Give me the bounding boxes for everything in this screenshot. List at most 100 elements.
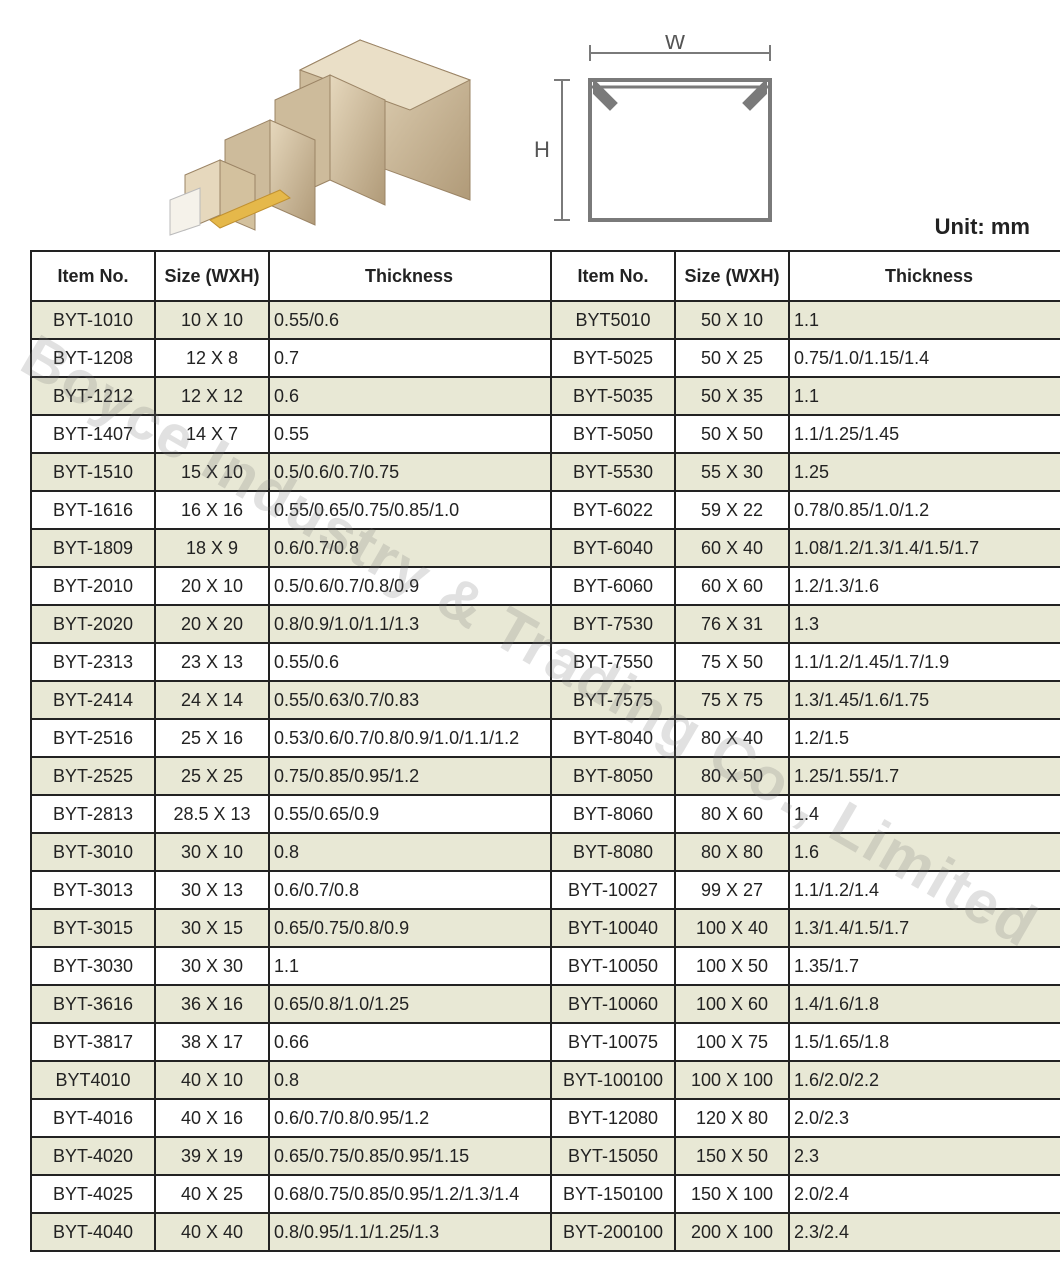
cell-thickness: 0.75/1.0/1.15/1.4: [789, 339, 1060, 377]
cell-size: 59 X 22: [675, 491, 789, 529]
cell-item: BYT-1809: [31, 529, 155, 567]
cell-size: 200 X 100: [675, 1213, 789, 1251]
cell-item: BYT-1510: [31, 453, 155, 491]
cell-size: 30 X 30: [155, 947, 269, 985]
cell-item: BYT-3010: [31, 833, 155, 871]
cell-item: BYT-6040: [551, 529, 675, 567]
table-row: BYT-241424 X 140.55/0.63/0.7/0.83BYT-757…: [31, 681, 1060, 719]
col-header-thick-2: Thickness: [789, 251, 1060, 301]
cell-size: 36 X 16: [155, 985, 269, 1023]
cell-size: 30 X 10: [155, 833, 269, 871]
cell-item: BYT-12080: [551, 1099, 675, 1137]
cell-size: 15 X 10: [155, 453, 269, 491]
cell-size: 80 X 80: [675, 833, 789, 871]
cell-item: BYT-10040: [551, 909, 675, 947]
spec-table: Item No. Size (WXH) Thickness Item No. S…: [30, 250, 1060, 1252]
cell-thickness: 1.3/1.45/1.6/1.75: [789, 681, 1060, 719]
table-row: BYT-301530 X 150.65/0.75/0.8/0.9BYT-1004…: [31, 909, 1060, 947]
cell-item: BYT-5035: [551, 377, 675, 415]
table-row: BYT-402039 X 190.65/0.75/0.85/0.95/1.15B…: [31, 1137, 1060, 1175]
cell-item: BYT-100100: [551, 1061, 675, 1099]
cell-thickness: 1.1/1.25/1.45: [789, 415, 1060, 453]
cell-size: 38 X 17: [155, 1023, 269, 1061]
cell-item: BYT-4040: [31, 1213, 155, 1251]
cell-thickness: 1.6: [789, 833, 1060, 871]
table-row: BYT-252525 X 250.75/0.85/0.95/1.2BYT-805…: [31, 757, 1060, 795]
cell-size: 40 X 25: [155, 1175, 269, 1213]
cell-item: BYT-7575: [551, 681, 675, 719]
cell-item: BYT-6022: [551, 491, 675, 529]
cross-section-diagram: W H: [520, 35, 800, 235]
header-area: W H Unit: mm: [30, 30, 1030, 240]
cell-size: 40 X 40: [155, 1213, 269, 1251]
cell-item: BYT-1208: [31, 339, 155, 377]
cell-item: BYT-3015: [31, 909, 155, 947]
cell-size: 76 X 31: [675, 605, 789, 643]
cell-item: BYT-2525: [31, 757, 155, 795]
cell-thickness: 0.8/0.9/1.0/1.1/1.3: [269, 605, 551, 643]
cell-size: 20 X 10: [155, 567, 269, 605]
cell-item: BYT-4016: [31, 1099, 155, 1137]
cell-item: BYT-8080: [551, 833, 675, 871]
unit-label: Unit: mm: [935, 214, 1030, 240]
cell-item: BYT-8060: [551, 795, 675, 833]
cell-size: 75 X 50: [675, 643, 789, 681]
cell-thickness: 1.4: [789, 795, 1060, 833]
cell-thickness: 0.68/0.75/0.85/0.95/1.2/1.3/1.4: [269, 1175, 551, 1213]
cell-thickness: 2.0/2.3: [789, 1099, 1060, 1137]
table-row: BYT-140714 X 70.55BYT-505050 X 501.1/1.2…: [31, 415, 1060, 453]
col-header-item-1: Item No.: [31, 251, 155, 301]
cell-thickness: 0.55/0.65/0.9: [269, 795, 551, 833]
cell-size: 12 X 8: [155, 339, 269, 377]
cell-thickness: 1.5/1.65/1.8: [789, 1023, 1060, 1061]
cell-item: BYT-2516: [31, 719, 155, 757]
cell-thickness: 2.3: [789, 1137, 1060, 1175]
cell-item: BYT-3616: [31, 985, 155, 1023]
cell-item: BYT-5050: [551, 415, 675, 453]
cell-size: 150 X 50: [675, 1137, 789, 1175]
cell-thickness: 1.1: [789, 301, 1060, 339]
cell-thickness: 0.65/0.75/0.8/0.9: [269, 909, 551, 947]
cell-thickness: 0.8/0.95/1.1/1.25/1.3: [269, 1213, 551, 1251]
col-header-size-1: Size (WXH): [155, 251, 269, 301]
cell-thickness: 1.1: [269, 947, 551, 985]
cell-item: BYT-7550: [551, 643, 675, 681]
cell-thickness: 0.65/0.75/0.85/0.95/1.15: [269, 1137, 551, 1175]
cell-size: 30 X 15: [155, 909, 269, 947]
cell-thickness: 1.25/1.55/1.7: [789, 757, 1060, 795]
cell-item: BYT-10027: [551, 871, 675, 909]
cell-item: BYT-1616: [31, 491, 155, 529]
cell-size: 100 X 40: [675, 909, 789, 947]
diagram-w-label: W: [665, 35, 686, 54]
cell-size: 39 X 19: [155, 1137, 269, 1175]
cell-size: 23 X 13: [155, 643, 269, 681]
cell-thickness: 1.1: [789, 377, 1060, 415]
cell-thickness: 1.25: [789, 453, 1060, 491]
cell-thickness: 0.75/0.85/0.95/1.2: [269, 757, 551, 795]
cell-thickness: 0.6/0.7/0.8: [269, 871, 551, 909]
cell-size: 50 X 10: [675, 301, 789, 339]
cell-item: BYT-2813: [31, 795, 155, 833]
cell-size: 120 X 80: [675, 1099, 789, 1137]
table-row: BYT401040 X 100.8BYT-100100100 X 1001.6/…: [31, 1061, 1060, 1099]
table-row: BYT-231323 X 130.55/0.6BYT-755075 X 501.…: [31, 643, 1060, 681]
cell-size: 10 X 10: [155, 301, 269, 339]
cell-thickness: 0.5/0.6/0.7/0.8/0.9: [269, 567, 551, 605]
cell-item: BYT-15050: [551, 1137, 675, 1175]
cell-thickness: 1.08/1.2/1.3/1.4/1.5/1.7: [789, 529, 1060, 567]
cell-item: BYT-1407: [31, 415, 155, 453]
cell-size: 25 X 25: [155, 757, 269, 795]
col-header-item-2: Item No.: [551, 251, 675, 301]
cell-item: BYT4010: [31, 1061, 155, 1099]
cell-size: 50 X 50: [675, 415, 789, 453]
cell-thickness: 0.8: [269, 1061, 551, 1099]
cell-item: BYT5010: [551, 301, 675, 339]
cell-size: 50 X 25: [675, 339, 789, 377]
cell-thickness: 0.55: [269, 415, 551, 453]
cell-thickness: 2.3/2.4: [789, 1213, 1060, 1251]
cell-thickness: 1.4/1.6/1.8: [789, 985, 1060, 1023]
cell-item: BYT-6060: [551, 567, 675, 605]
cell-thickness: 0.65/0.8/1.0/1.25: [269, 985, 551, 1023]
cell-item: BYT-3817: [31, 1023, 155, 1061]
cell-size: 60 X 60: [675, 567, 789, 605]
